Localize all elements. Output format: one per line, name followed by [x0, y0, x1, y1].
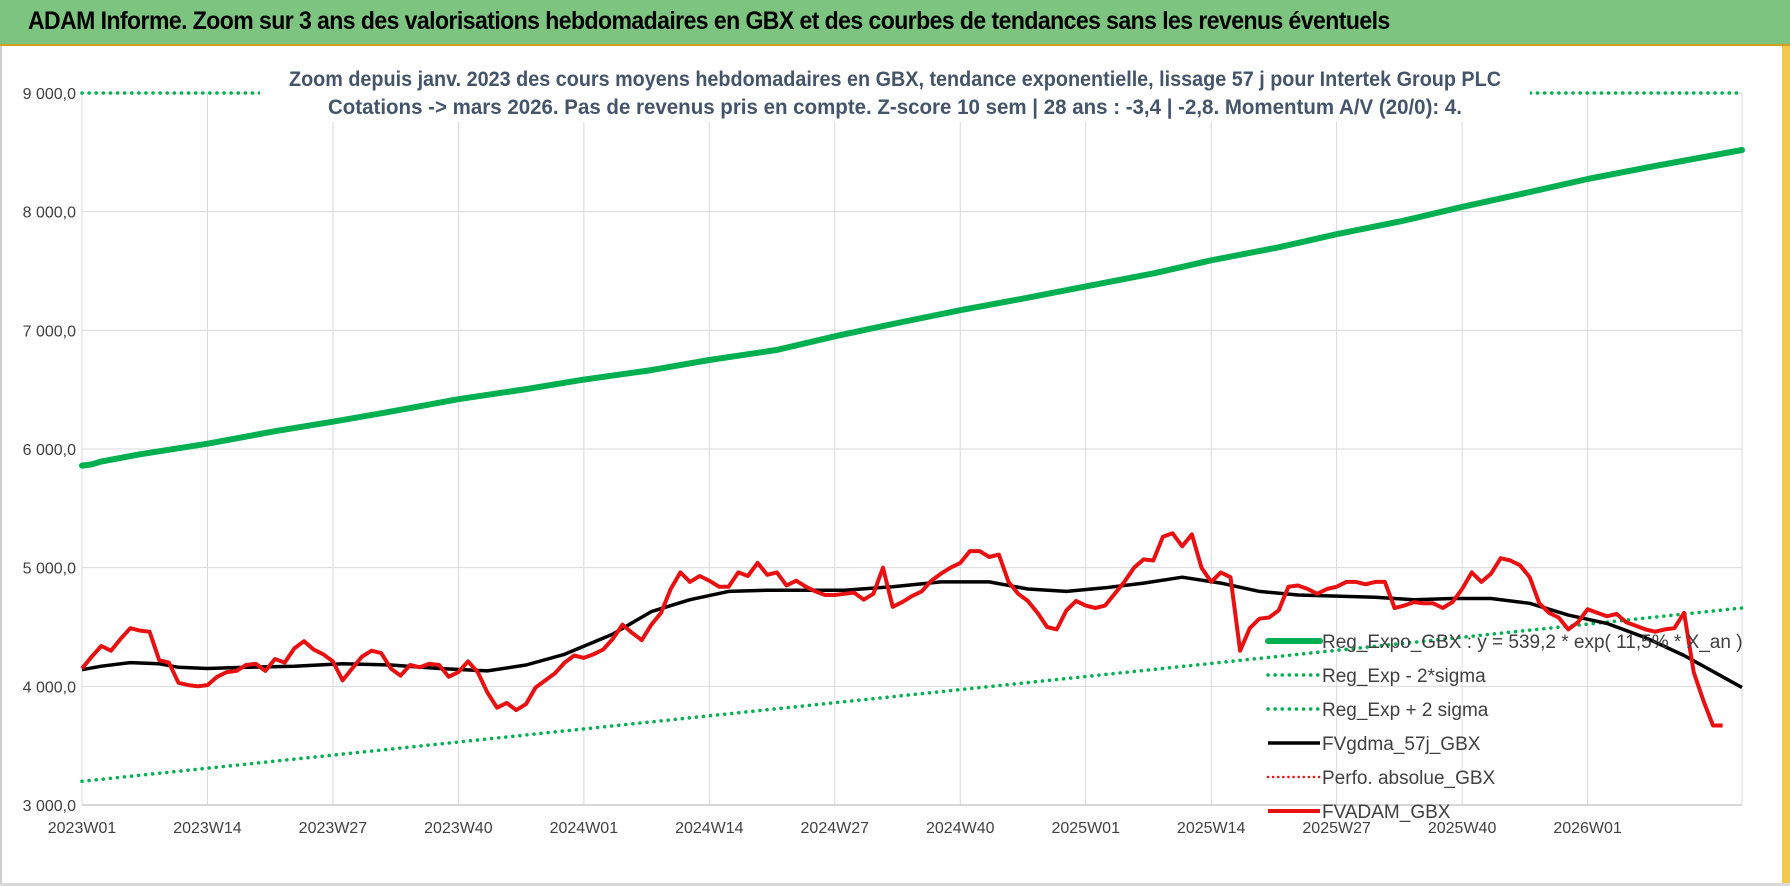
report-title: ADAM Informe. Zoom sur 3 ans des valoris… [28, 7, 1390, 35]
y-tick-label: 3 000,0 [23, 798, 76, 815]
report-banner: ADAM Informe. Zoom sur 3 ans des valoris… [0, 0, 1790, 46]
x-tick-label: 2023W27 [299, 820, 368, 837]
x-tick-label: 2025W27 [1302, 820, 1371, 837]
right-border [1782, 46, 1790, 886]
y-tick-label: 9 000,0 [23, 86, 76, 103]
chart-legend: Reg_Expo_GBX : y = 539,2 * exp( 11,5% * … [1262, 624, 1743, 830]
chart-series [79, 91, 1745, 784]
chart-title-background [260, 60, 1530, 122]
chart-title-line1: Zoom depuis janv. 2023 des cours moyens … [289, 68, 1501, 91]
chart-title-line2: Cotations -> mars 2026. Pas de revenus p… [328, 96, 1462, 119]
line-chart: 3 000,0 4 000,0 5 000,0 6 000,0 7 000,0 8 000… [23, 60, 1745, 837]
series-line-0 [79, 147, 1745, 469]
x-tick-label: 2024W40 [926, 820, 995, 837]
chart-axes: 3 000,0 4 000,0 5 000,0 6 000,0 7 000,0 8 000… [23, 86, 1742, 837]
y-tick-label: 4 000,0 [23, 679, 76, 696]
legend-label: FVgdma_57j_GBX [1322, 734, 1481, 755]
left-border [0, 46, 2, 886]
series-line-1 [80, 606, 1744, 784]
legend-box [1262, 624, 1742, 830]
y-tick-label: 8 000,0 [23, 205, 76, 222]
x-tick-label: 2023W14 [173, 820, 242, 837]
bottom-border [0, 883, 1790, 886]
x-tick-label: 2024W27 [801, 820, 870, 837]
chart-grid [81, 92, 1743, 806]
x-tick-label: 2025W40 [1428, 820, 1497, 837]
x-tick-label: 2026W01 [1553, 820, 1622, 837]
legend-label: Perfo. absolue_GBX [1322, 768, 1496, 789]
legend-label: Reg_Exp - 2*sigma [1322, 666, 1486, 687]
legend-label: Reg_Expo_GBX : y = 539,2 * exp( 11,5% * … [1322, 632, 1743, 653]
series-line-3 [81, 575, 1743, 690]
x-tick-label: 2024W14 [675, 820, 744, 837]
series-line-5 [80, 531, 1723, 728]
x-tick-label: 2023W01 [48, 820, 117, 837]
y-tick-label: 6 000,0 [23, 442, 76, 459]
x-tick-label: 2024W01 [550, 820, 619, 837]
chart-title: Zoom depuis janv. 2023 des cours moyens … [260, 60, 1530, 122]
legend-label: FVADAM_GBX [1322, 802, 1451, 823]
y-tick-label: 5 000,0 [23, 561, 76, 578]
x-tick-label: 2025W14 [1177, 820, 1246, 837]
legend-label: Reg_Exp + 2 sigma [1322, 700, 1489, 721]
y-tick-label: 7 000,0 [23, 323, 76, 340]
x-tick-label: 2023W40 [424, 820, 493, 837]
x-tick-label: 2025W01 [1051, 820, 1120, 837]
